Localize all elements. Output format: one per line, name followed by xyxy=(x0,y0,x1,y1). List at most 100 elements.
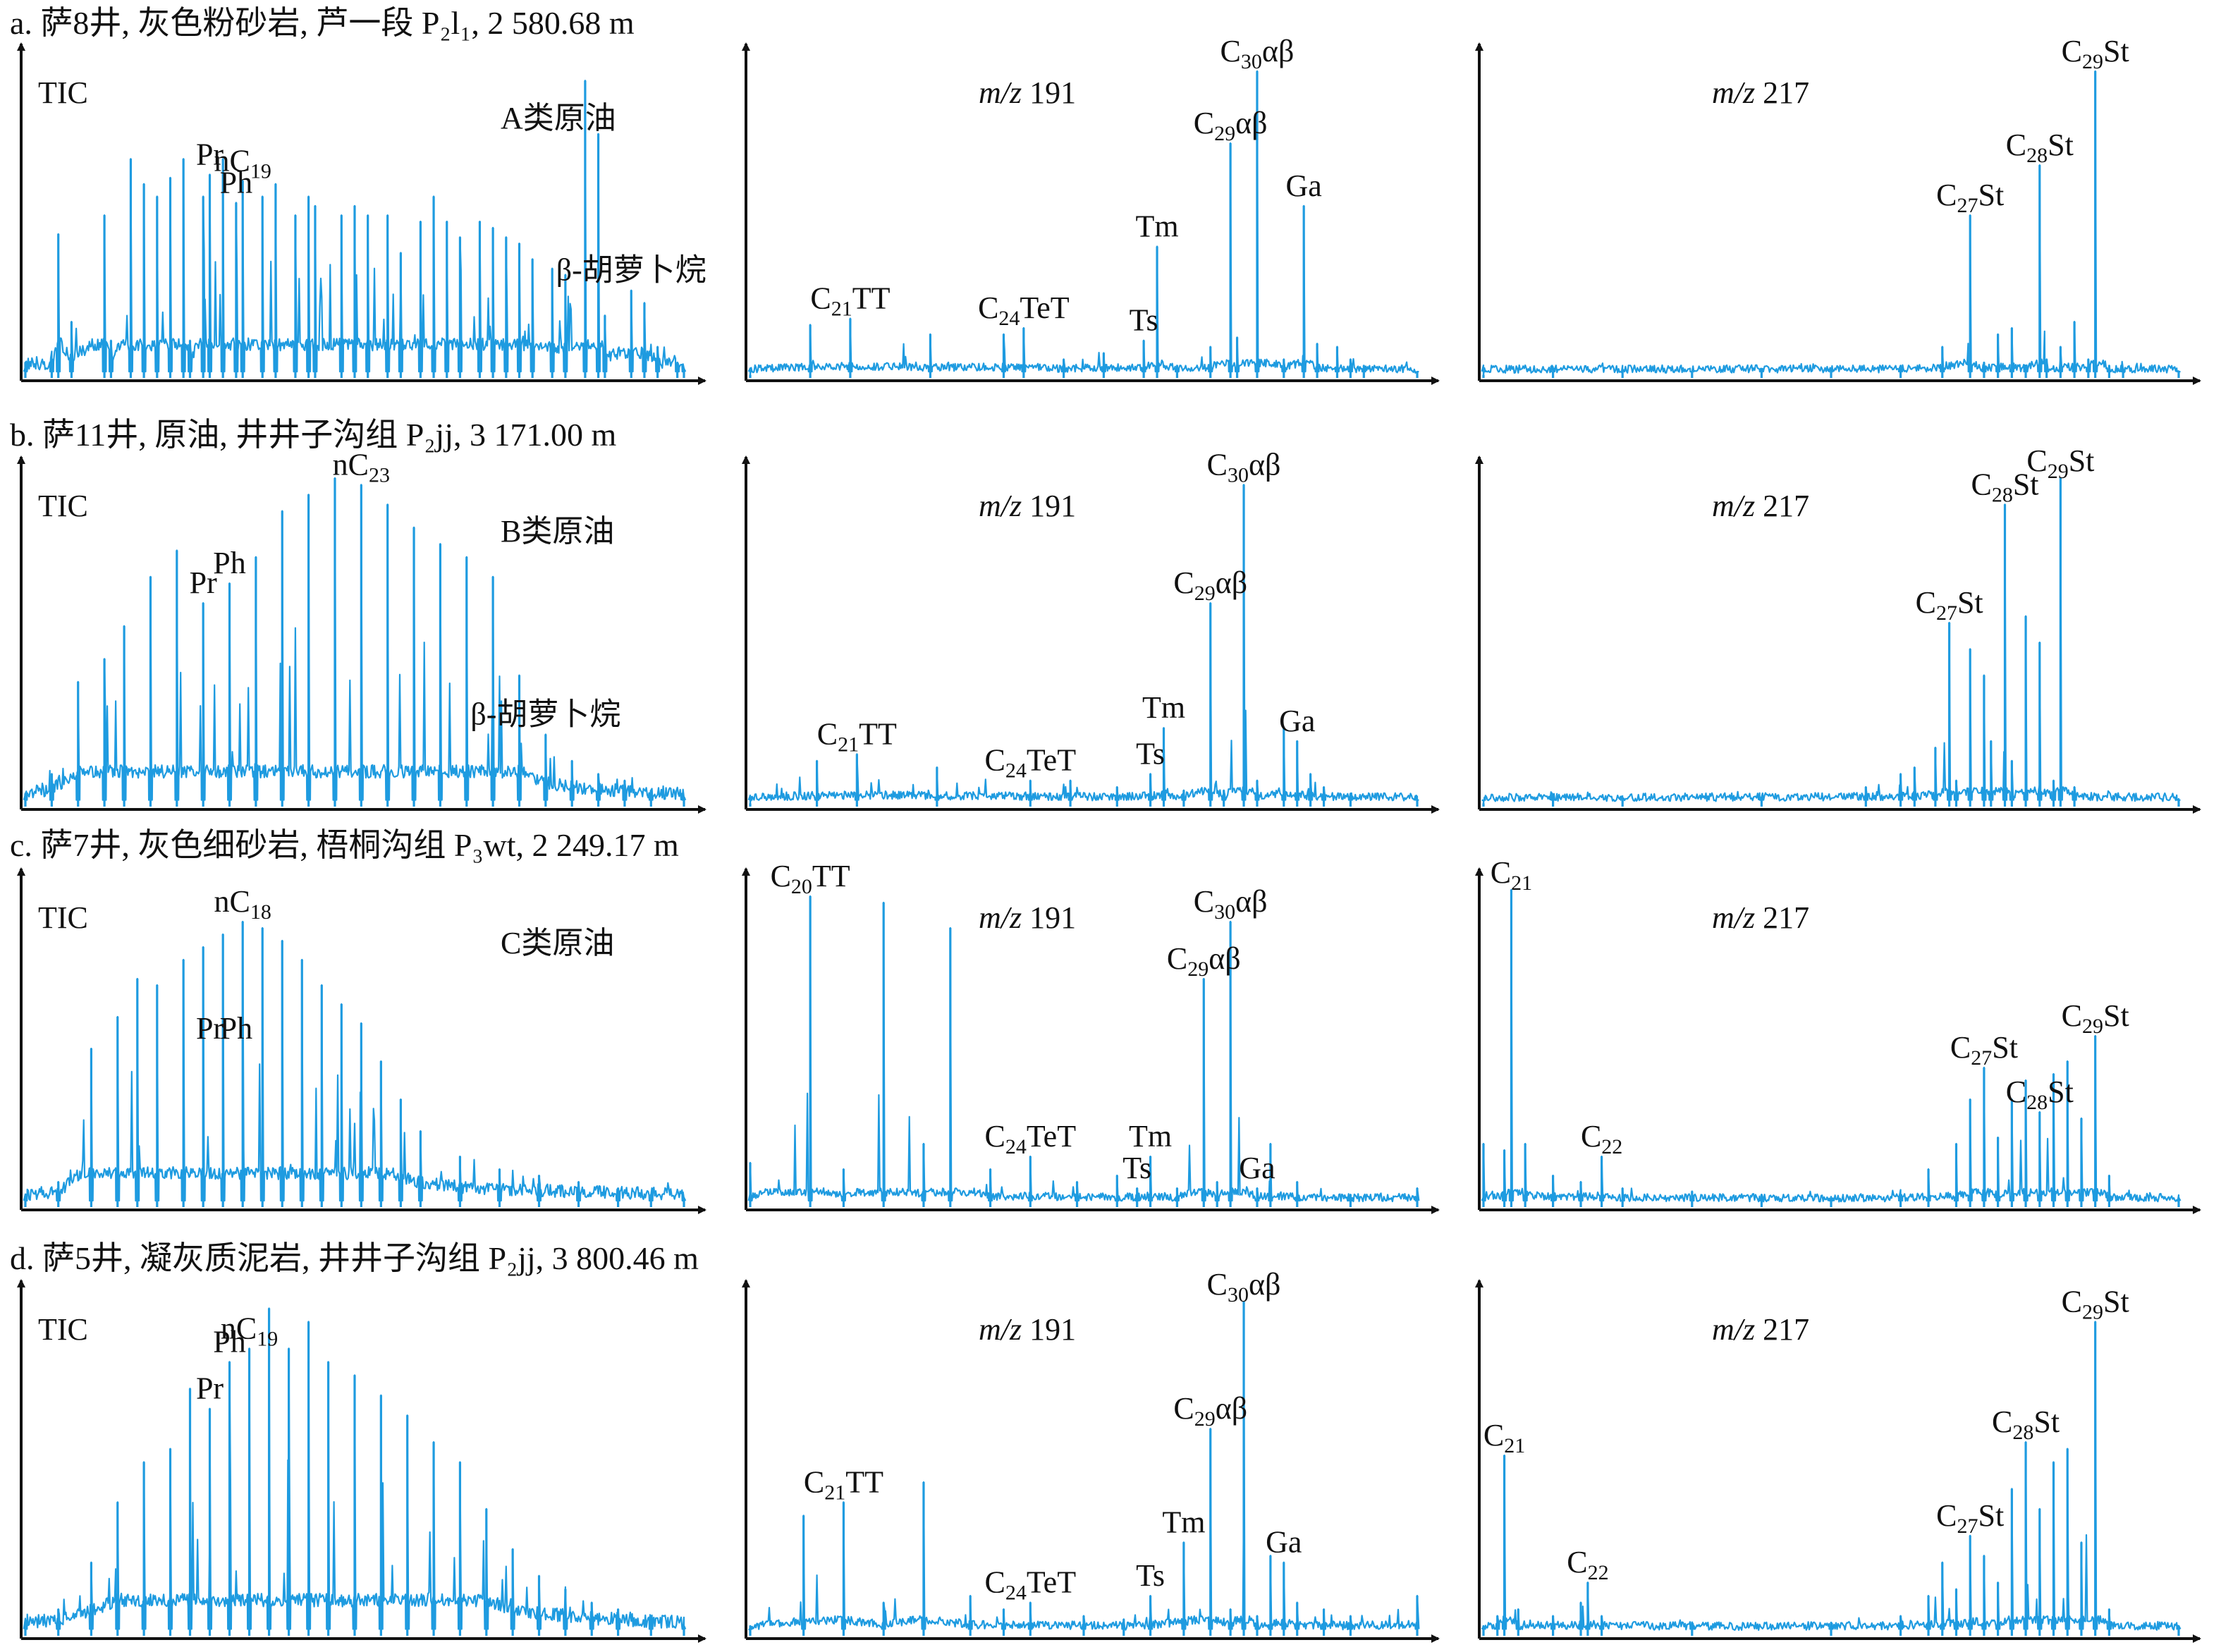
trace-line xyxy=(1481,1321,2182,1631)
trace-line xyxy=(1481,477,2181,804)
panel-d-mz191 xyxy=(742,1279,1440,1643)
panel-b-tic xyxy=(17,455,706,814)
peak-label: C24TeT xyxy=(985,1119,1077,1158)
peak-label: C24TeT xyxy=(985,743,1077,783)
panel-title: TIC xyxy=(38,75,88,110)
peak-label: C28St xyxy=(2006,128,2074,167)
trace-line xyxy=(1481,70,2181,376)
panel-a-tic xyxy=(17,42,706,385)
row-d-title: d. 萨5井, 凝灰质泥岩, 井井子沟组 P₂jj, 3 800.46 m xyxy=(10,1240,699,1276)
peak-label: C29αβ xyxy=(1173,565,1247,605)
peak-label: C21TT xyxy=(817,716,897,756)
peak-label: Ga xyxy=(1286,169,1322,203)
trace-line xyxy=(23,920,687,1202)
peak-label: Tm xyxy=(1162,1505,1205,1539)
trace-line xyxy=(747,70,1419,376)
peak-label: C21TT xyxy=(810,281,890,321)
peak-label: Ts xyxy=(1130,303,1158,338)
peak-label: Pr xyxy=(196,137,224,171)
peak-label: Tm xyxy=(1142,690,1185,725)
peak-label: C28St xyxy=(1992,1405,2060,1444)
oil-class-annotation: B类原油 xyxy=(501,514,614,549)
peak-label: C29αβ xyxy=(1194,106,1268,145)
peak-label: nC18 xyxy=(214,884,271,924)
peak-label: C29αβ xyxy=(1167,941,1241,981)
peak-label: C22 xyxy=(1567,1545,1608,1584)
peak-label: Ph xyxy=(220,165,252,200)
peak-label: C30αβ xyxy=(1207,447,1281,487)
peak-label: C28St xyxy=(2006,1075,2074,1114)
panel-title: m/z 217 xyxy=(1712,900,1809,935)
peak-label: C27St xyxy=(1916,585,1983,625)
peak-label: C24TeT xyxy=(985,1565,1077,1605)
peak-label: β-胡萝卜烷 xyxy=(470,697,620,731)
trace-line xyxy=(23,477,687,801)
peak-label: Pr xyxy=(196,1011,224,1046)
peak-label: Ga xyxy=(1266,1525,1302,1560)
peak-label: C20TT xyxy=(771,859,850,898)
peak-label: C27St xyxy=(1936,1498,2004,1538)
peak-label: C27St xyxy=(1936,178,2004,217)
panel-title: TIC xyxy=(38,1312,88,1347)
trace-line xyxy=(748,1300,1420,1631)
peak-label: C28St xyxy=(1971,467,2038,506)
peak-label: Pr xyxy=(196,1371,224,1406)
panel-title: m/z 217 xyxy=(1712,1312,1809,1347)
peak-label: C30αβ xyxy=(1194,884,1268,924)
panel-c-mz191 xyxy=(742,867,1440,1214)
peak-label: Ph xyxy=(213,546,245,580)
trace-line xyxy=(1481,888,2182,1203)
trace-line xyxy=(747,895,1420,1203)
peak-label: C22 xyxy=(1581,1119,1622,1158)
peak-label: C21 xyxy=(1483,1418,1525,1457)
panel-title: m/z 191 xyxy=(979,489,1076,523)
peak-label: C21TT xyxy=(804,1464,883,1504)
panel-d-tic xyxy=(17,1279,706,1643)
peak-label: C29St xyxy=(2062,34,2129,73)
peak-label: β-胡萝卜烷 xyxy=(556,253,706,288)
panel-title: m/z 191 xyxy=(979,900,1076,935)
peak-label: nC19 xyxy=(214,143,271,183)
panel-title: m/z 191 xyxy=(979,75,1076,110)
peak-label: C27St xyxy=(1950,1030,2018,1070)
row-b-title: b. 萨11井, 原油, 井井子沟组 P₂jj, 3 171.00 m xyxy=(10,417,616,453)
peak-label: C30αβ xyxy=(1207,1267,1281,1307)
panel-title: TIC xyxy=(38,489,88,523)
panel-a-mz217 xyxy=(1475,42,2201,385)
peak-label: Tm xyxy=(1129,1119,1172,1154)
panels-layer xyxy=(17,42,2201,1643)
peak-label: Ts xyxy=(1122,1151,1151,1185)
panel-d-mz217 xyxy=(1475,1279,2201,1643)
peak-label: C29St xyxy=(2062,998,2129,1038)
peak-label: C29St xyxy=(2062,1284,2129,1323)
peak-label: C21 xyxy=(1491,855,1532,895)
peak-label: Ts xyxy=(1136,736,1165,771)
peak-label: Ga xyxy=(1279,704,1315,738)
row-c-title: c. 萨7井, 灰色细砂岩, 梧桐沟组 P₃wt, 2 249.17 m xyxy=(10,827,679,863)
panel-c-tic xyxy=(17,867,706,1214)
panel-title: m/z 217 xyxy=(1712,75,1809,110)
panel-b-mz217 xyxy=(1475,455,2201,814)
trace-line xyxy=(23,1307,687,1630)
panel-title: TIC xyxy=(38,900,88,935)
peak-label: Ts xyxy=(1136,1558,1165,1593)
oil-class-annotation: C类原油 xyxy=(501,926,614,960)
peak-label: Tm xyxy=(1136,209,1179,244)
panel-b-mz191 xyxy=(742,455,1440,814)
peak-label: C29St xyxy=(2026,443,2094,483)
peak-label: Ph xyxy=(213,1324,245,1359)
peak-label: C30αβ xyxy=(1220,34,1295,73)
peak-label: Ga xyxy=(1239,1151,1275,1185)
peak-label: nC23 xyxy=(333,447,390,487)
peak-label: C29αβ xyxy=(1173,1391,1247,1431)
oil-class-annotation: A类原油 xyxy=(501,101,616,135)
panel-c-mz217 xyxy=(1475,867,2201,1214)
peak-label: Ph xyxy=(220,1011,252,1046)
peak-label: nC19 xyxy=(221,1311,278,1350)
trace-line xyxy=(747,484,1419,804)
panel-title: m/z 191 xyxy=(979,1312,1076,1347)
peak-label: Pr xyxy=(190,565,217,600)
peak-label: C24TeT xyxy=(978,290,1070,330)
